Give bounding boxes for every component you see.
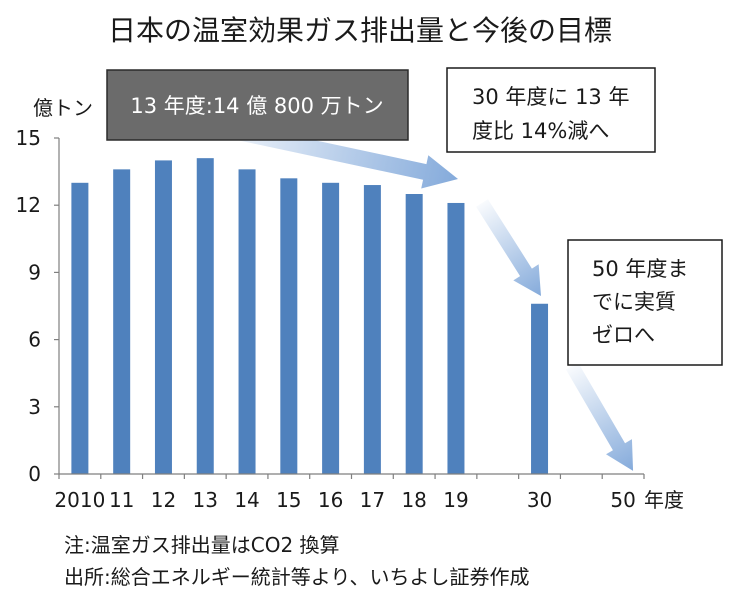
bar-18 (405, 194, 423, 474)
bar-30 (531, 303, 549, 474)
bar-12 (154, 160, 172, 474)
x-tick-label-50: 50 (610, 488, 635, 512)
bar-17 (363, 185, 381, 475)
x-tick-label-13: 13 (193, 488, 218, 512)
x-tick-label-14: 14 (234, 488, 259, 512)
arrow-to-2030 (476, 199, 541, 296)
chart-title: 日本の温室効果ガス排出量と今後の目標 (108, 14, 612, 47)
bar-series (71, 158, 549, 475)
bar-14 (238, 169, 256, 475)
y-axis-label: 億トン (33, 96, 93, 120)
target-2050-box (567, 239, 723, 366)
footnote-note: 注:温室ガス排出量はCO2 換算 (64, 533, 340, 557)
x-tick-label-11: 11 (109, 488, 134, 512)
x-axis-label: 年度 (644, 488, 684, 512)
bar-16 (322, 182, 340, 475)
target-2050-line-3: ゼロへ (592, 323, 655, 347)
base-year-box (106, 69, 409, 141)
footnote-source: 出所:総合エネルギー統計等より、いちよし証券作成 (64, 565, 530, 589)
x-tick-label-18: 18 (401, 488, 426, 512)
y-tick-label-6: 6 (28, 328, 41, 352)
bar-19 (447, 202, 465, 474)
x-tick-label-19: 19 (443, 488, 468, 512)
x-tick-label-2010: 2010 (54, 488, 105, 512)
x-tick-label-30: 30 (527, 488, 552, 512)
y-axis-ticks: 0 3 6 9 12 15 (16, 126, 59, 486)
target-2030-line-2: 度比 14%減へ (472, 119, 609, 143)
y-tick-label-9: 9 (28, 260, 41, 284)
y-tick-label-15: 15 (16, 126, 41, 150)
bar-11 (113, 169, 131, 475)
target-2030-line-1: 30 年度に 13 年 (472, 85, 629, 109)
bar-13 (196, 158, 214, 474)
x-axis-ticks: 2010 11 12 13 14 15 16 17 18 19 30 50 (54, 474, 645, 512)
x-tick-label-15: 15 (276, 488, 301, 512)
arrow-to-2050 (565, 362, 634, 471)
y-tick-label-0: 0 (28, 462, 41, 486)
x-tick-label-12: 12 (151, 488, 176, 512)
base-year-text: 13 年度:14 億 800 万トン (130, 94, 383, 118)
target-2030-box (446, 67, 656, 153)
target-2050-line-1: 50 年度ま (592, 257, 688, 281)
y-tick-label-12: 12 (16, 193, 41, 217)
target-2050-line-2: でに実質 (592, 290, 676, 314)
bar-2010 (71, 182, 89, 475)
x-tick-label-17: 17 (360, 488, 385, 512)
x-tick-label-16: 16 (318, 488, 343, 512)
y-tick-label-3: 3 (28, 395, 41, 419)
bar-15 (280, 178, 298, 474)
